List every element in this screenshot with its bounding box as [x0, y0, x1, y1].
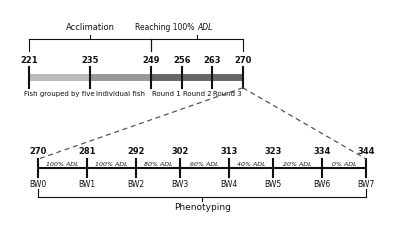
Text: 344: 344 [358, 147, 375, 156]
Text: BW1: BW1 [78, 180, 96, 189]
Text: 20% ADL: 20% ADL [283, 162, 312, 167]
Text: Round 3: Round 3 [213, 91, 242, 97]
Text: 313: 313 [220, 147, 238, 156]
Text: 256: 256 [173, 56, 191, 65]
Text: BW4: BW4 [220, 180, 238, 189]
Text: BW2: BW2 [127, 180, 144, 189]
Text: BW6: BW6 [313, 180, 330, 189]
Text: Acclimation: Acclimation [66, 23, 115, 32]
Text: 281: 281 [78, 147, 96, 156]
Text: BW0: BW0 [30, 180, 47, 189]
Text: 249: 249 [142, 56, 160, 65]
Text: 60% ADL: 60% ADL [190, 162, 219, 167]
Text: 100% ADL: 100% ADL [95, 162, 128, 167]
Text: Phenotyping: Phenotyping [174, 203, 231, 212]
Text: BW5: BW5 [264, 180, 282, 189]
Text: 80% ADL: 80% ADL [144, 162, 172, 167]
Text: Reaching 100%: Reaching 100% [135, 23, 197, 32]
Text: 221: 221 [20, 56, 38, 65]
Text: 263: 263 [204, 56, 221, 65]
Text: Round 2: Round 2 [183, 91, 212, 97]
Text: 0% ADL: 0% ADL [332, 162, 356, 167]
Text: 100% ADL: 100% ADL [46, 162, 79, 167]
Text: 334: 334 [313, 147, 331, 156]
Text: 302: 302 [171, 147, 189, 156]
Text: 270: 270 [234, 56, 252, 65]
Text: Round 1: Round 1 [152, 91, 181, 97]
Text: 292: 292 [127, 147, 144, 156]
Text: ADL: ADL [197, 23, 212, 32]
Text: Fish grouped by five: Fish grouped by five [24, 91, 95, 97]
Text: 270: 270 [30, 147, 47, 156]
Text: BW3: BW3 [172, 180, 189, 189]
Text: 40% ADL: 40% ADL [237, 162, 265, 167]
Text: 323: 323 [264, 147, 282, 156]
Text: BW7: BW7 [358, 180, 375, 189]
Text: 235: 235 [82, 56, 99, 65]
Text: Individual fish: Individual fish [96, 91, 145, 97]
